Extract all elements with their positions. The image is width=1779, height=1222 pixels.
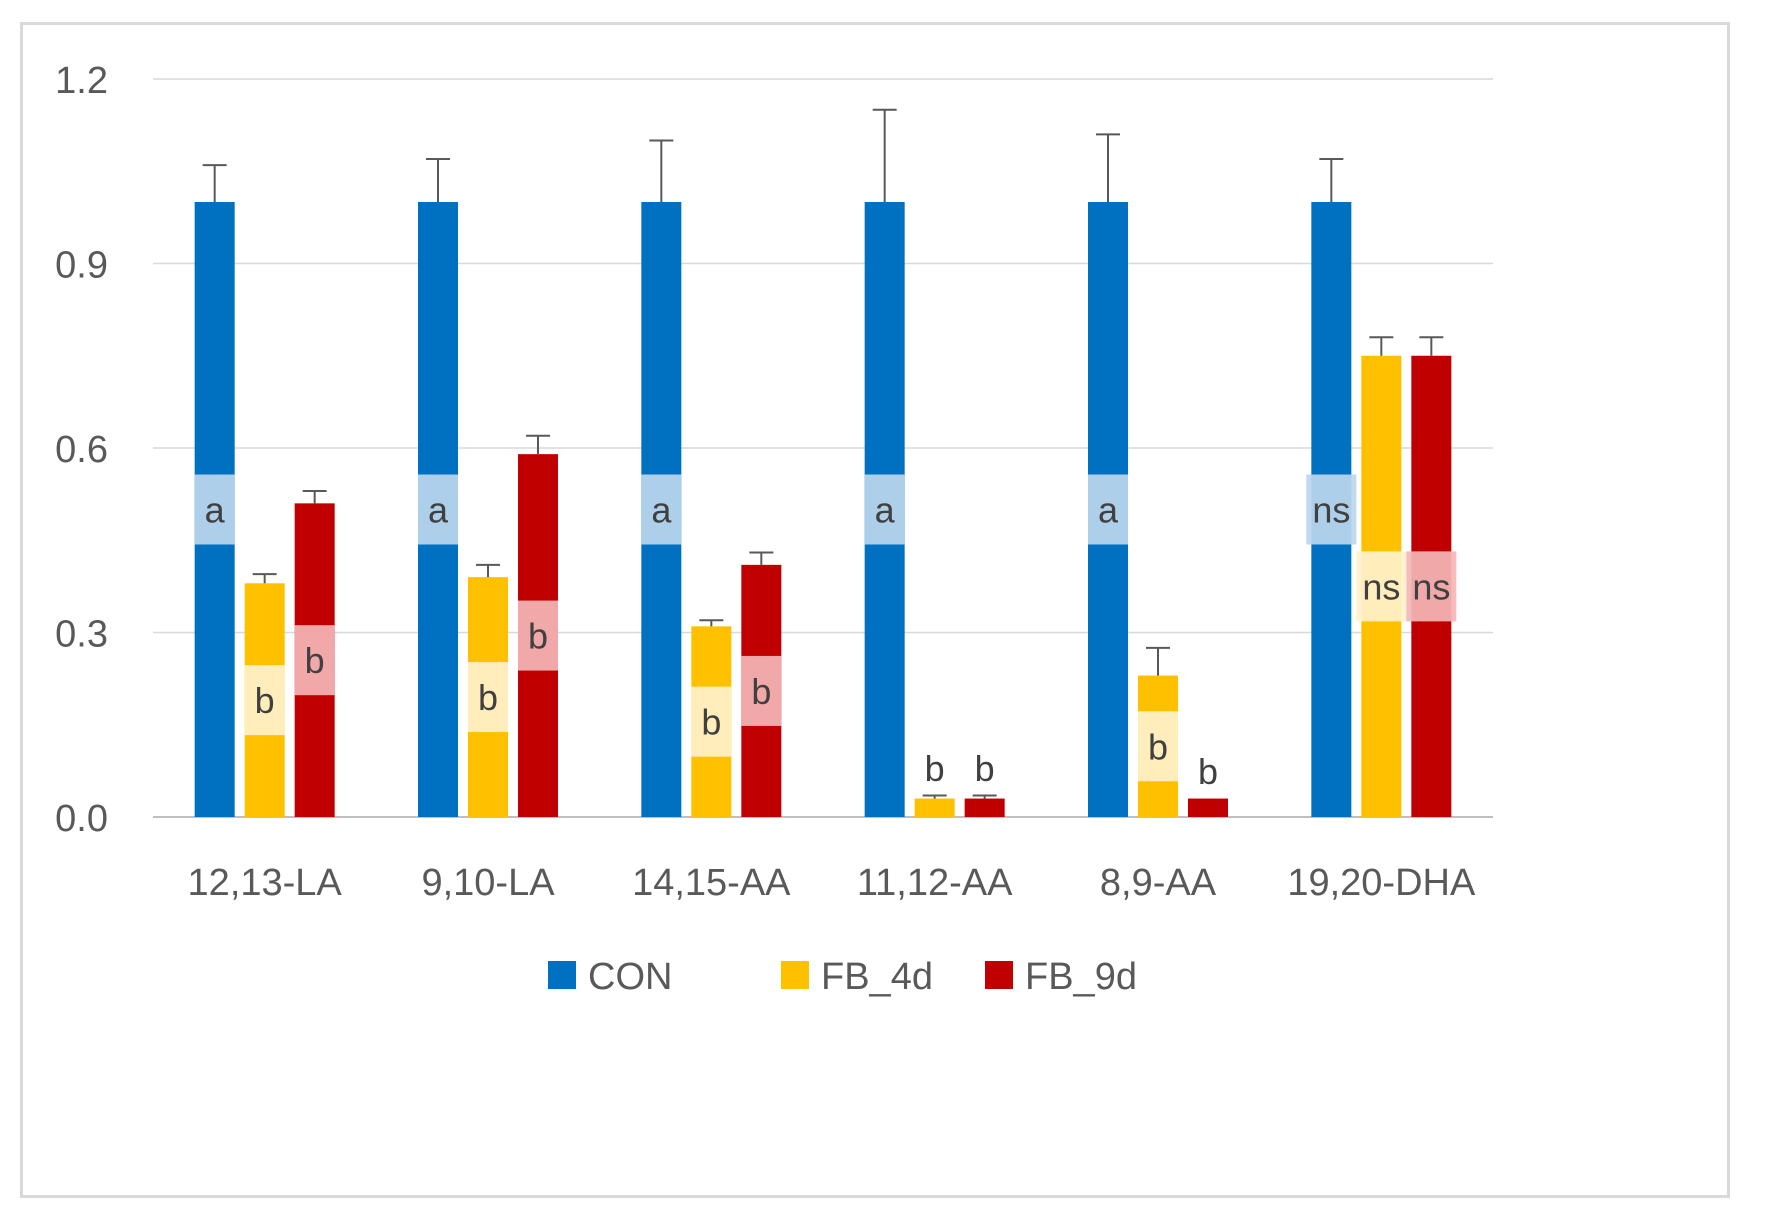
x-tick-label: 19,20-DHA xyxy=(1287,862,1476,904)
data-label: b xyxy=(1148,726,1168,767)
data-label-bg xyxy=(864,474,905,545)
data-label: b xyxy=(701,702,721,743)
y-tick-label: 1.2 xyxy=(55,60,108,102)
data-label-bg xyxy=(294,625,335,696)
bar-chart: 0.00.30.60.91.212,13-LAabb9,10-LAabb14,1… xyxy=(55,60,1493,998)
data-label-bg xyxy=(244,665,285,736)
data-label: b xyxy=(1198,751,1218,792)
data-label-bg xyxy=(468,662,508,733)
data-label: b xyxy=(751,671,771,712)
x-tick-label: 9,10-LA xyxy=(421,862,555,904)
legend-swatch xyxy=(781,961,809,989)
data-label: b xyxy=(925,748,945,789)
data-label: b xyxy=(975,748,995,789)
x-tick-label: 11,12-AA xyxy=(857,862,1013,904)
data-label-bg xyxy=(1306,474,1357,545)
data-label-bg xyxy=(1406,551,1457,622)
data-label-bg xyxy=(1088,474,1128,545)
data-label: b xyxy=(255,680,275,721)
legend-swatch xyxy=(985,961,1013,989)
legend-swatch xyxy=(548,961,576,989)
y-tick-label: 0.0 xyxy=(55,798,108,840)
data-label-bg xyxy=(741,655,782,726)
data-label: b xyxy=(528,616,548,657)
legend-label: FB_4d xyxy=(821,956,933,998)
data-label: ns xyxy=(1312,490,1350,531)
legend-label: FB_9d xyxy=(1025,956,1137,998)
bar xyxy=(914,798,955,817)
x-tick-label: 8,9-AA xyxy=(1100,862,1217,904)
data-label-bg xyxy=(1356,551,1407,622)
data-label-bg xyxy=(518,600,558,671)
y-tick-label: 0.6 xyxy=(55,429,108,471)
data-label: a xyxy=(205,490,226,531)
bar xyxy=(1188,798,1228,817)
data-label: b xyxy=(305,640,325,681)
data-label-bg xyxy=(194,474,235,545)
data-label-bg xyxy=(418,474,458,545)
data-label: b xyxy=(478,677,498,718)
data-label: a xyxy=(1098,490,1119,531)
chart-frame: 0.0 0.3 0.6 0.9 1.2 12,13-LA a b b 9,10-LA a b b 14,1… xyxy=(20,22,1730,1198)
data-label: ns xyxy=(1362,566,1400,607)
x-tick-label: 14,15-AA xyxy=(632,862,791,904)
data-label: a xyxy=(428,490,449,531)
y-tick-label: 0.9 xyxy=(55,245,108,287)
data-label-bg xyxy=(691,686,732,757)
data-label-bg xyxy=(1138,711,1178,782)
data-label-bg xyxy=(641,474,682,545)
data-label: ns xyxy=(1412,566,1450,607)
legend-label: CON xyxy=(588,956,672,998)
bar xyxy=(964,798,1005,817)
y-tick-label: 0.3 xyxy=(55,614,108,656)
x-tick-label: 12,13-LA xyxy=(188,862,343,904)
data-label: a xyxy=(651,490,672,531)
data-label: a xyxy=(875,490,896,531)
